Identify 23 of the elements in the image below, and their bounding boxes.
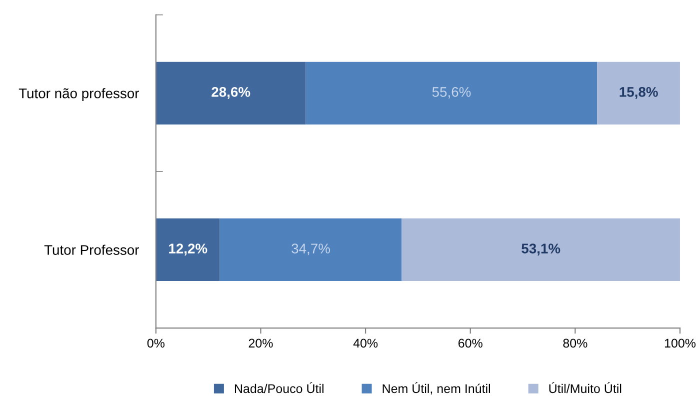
bar <box>306 62 598 124</box>
data-label: 34,7% <box>292 244 330 256</box>
bar <box>220 218 402 282</box>
y-tick-label: Tutor Professor <box>44 244 140 255</box>
bar <box>156 62 306 124</box>
legend-label: Nada/Pouco Útil <box>234 382 324 394</box>
bar <box>597 62 680 124</box>
legend-label: Útil/Muito Útil <box>549 382 622 394</box>
x-tick-label: 20% <box>248 338 273 348</box>
bar <box>402 218 680 282</box>
data-label: 55,6% <box>432 87 471 98</box>
x-tick-label: 0% <box>147 338 164 348</box>
y-tick-label: Tutor não professor <box>18 88 140 102</box>
x-tick-label: 40% <box>353 338 378 348</box>
x-tick-label: 60% <box>458 338 482 348</box>
data-label: 53,1% <box>522 244 560 256</box>
legend-label: Nem Útil, nem Inútil <box>382 382 490 395</box>
data-label: 12,2% <box>169 244 208 256</box>
data-label: 28,6% <box>212 87 250 99</box>
x-tick-label: 100% <box>664 338 696 348</box>
x-tick-label: 80% <box>563 338 588 348</box>
data-label: 15,8% <box>620 87 658 99</box>
bar <box>156 218 220 282</box>
